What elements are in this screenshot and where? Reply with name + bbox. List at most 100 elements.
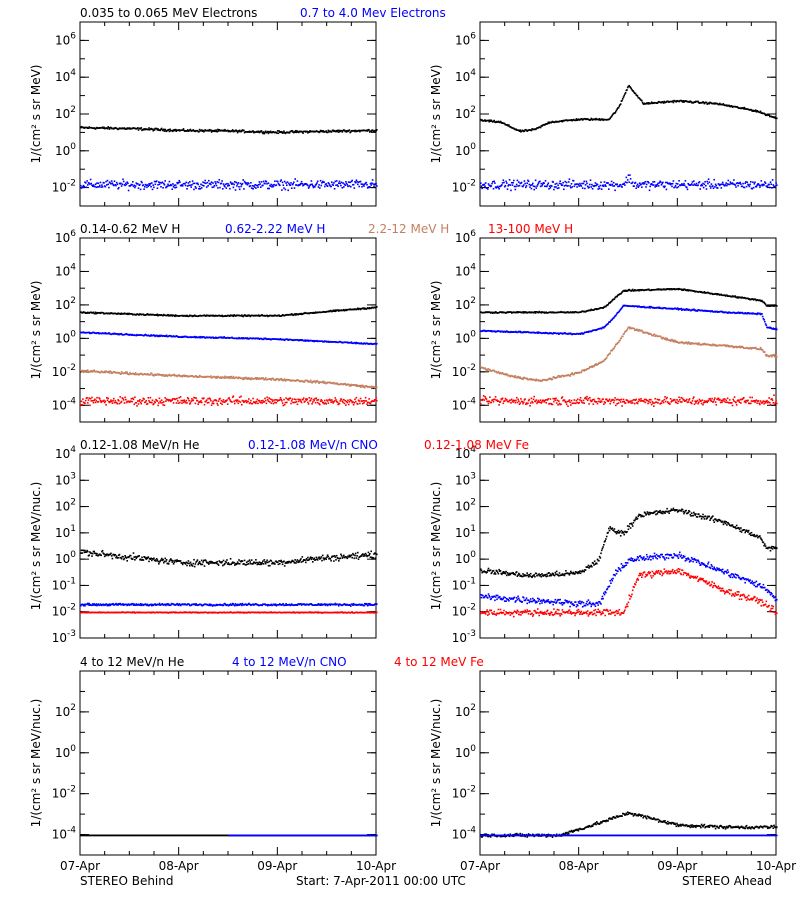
data-point <box>203 403 206 406</box>
data-point <box>153 375 155 377</box>
data-point <box>80 126 82 129</box>
data-point <box>254 401 256 403</box>
data-point <box>485 398 488 400</box>
data-point <box>262 184 264 187</box>
data-point <box>203 397 205 399</box>
data-point <box>588 186 590 189</box>
data-point <box>181 129 184 131</box>
y-tick-label: 100 <box>55 142 76 158</box>
data-point <box>87 369 89 371</box>
data-point <box>140 402 143 405</box>
data-point <box>570 373 573 375</box>
data-point <box>153 180 156 183</box>
data-point <box>611 114 614 117</box>
data-point <box>600 188 603 190</box>
data-point <box>540 312 543 314</box>
data-point <box>607 182 609 184</box>
data-point <box>508 374 511 377</box>
data-point <box>241 314 243 316</box>
data-point <box>263 132 266 135</box>
data-point <box>103 399 105 402</box>
data-point <box>280 377 282 380</box>
data-point <box>323 181 325 183</box>
data-point <box>286 181 289 183</box>
data-point <box>603 360 605 362</box>
data-point <box>504 184 507 187</box>
data-point <box>208 130 210 132</box>
data-point <box>623 94 625 97</box>
data-point <box>288 379 291 381</box>
data-point <box>348 129 351 131</box>
data-point <box>527 179 529 182</box>
data-point <box>586 185 589 188</box>
data-point <box>173 184 176 187</box>
data-point <box>666 337 668 340</box>
data-point <box>709 185 711 187</box>
data-point <box>144 401 147 404</box>
data-point <box>655 334 658 337</box>
data-point <box>764 182 767 184</box>
data-point <box>174 315 176 318</box>
data-point <box>590 186 592 188</box>
data-point <box>731 182 734 184</box>
data-point <box>212 402 215 405</box>
data-point <box>106 184 108 186</box>
data-point <box>756 313 758 316</box>
data-point <box>764 323 767 325</box>
data-point <box>319 179 322 182</box>
data-point <box>122 178 124 181</box>
data-point <box>757 183 760 185</box>
data-point <box>294 313 296 315</box>
data-point <box>200 401 203 404</box>
data-point <box>613 316 616 318</box>
data-point <box>305 399 308 401</box>
data-point <box>547 182 550 184</box>
data-point <box>152 129 154 132</box>
data-point <box>284 188 287 191</box>
data-point <box>753 183 756 185</box>
data-point <box>318 184 320 186</box>
data-point <box>498 404 500 406</box>
data-point <box>267 182 270 184</box>
data-point <box>240 315 242 317</box>
data-point <box>146 402 149 405</box>
data-point <box>499 121 501 124</box>
data-point <box>281 402 284 404</box>
data-point <box>227 377 230 379</box>
data-point <box>279 397 282 399</box>
data-point <box>681 183 683 185</box>
data-point <box>124 184 126 187</box>
data-point <box>182 374 185 377</box>
data-point <box>675 101 678 103</box>
data-point <box>139 183 141 186</box>
data-point <box>707 178 710 180</box>
data-point <box>181 184 183 186</box>
data-point <box>759 110 762 113</box>
data-point <box>765 324 768 327</box>
data-point <box>172 398 174 400</box>
data-point <box>670 183 673 185</box>
data-point <box>695 184 697 186</box>
data-point <box>80 184 82 187</box>
data-point <box>662 337 665 339</box>
data-point <box>172 130 174 133</box>
data-point <box>234 130 236 133</box>
data-point <box>610 300 613 303</box>
data-point <box>149 396 152 399</box>
data-point <box>268 397 270 399</box>
data-point <box>302 398 304 401</box>
data-point <box>591 366 594 368</box>
data-point <box>620 292 623 294</box>
data-point <box>759 186 761 188</box>
data-point <box>250 182 252 184</box>
data-point <box>634 92 637 95</box>
data-point <box>123 402 126 404</box>
data-point <box>521 401 524 403</box>
data-point <box>724 344 726 346</box>
data-point <box>205 399 208 401</box>
data-point <box>264 337 267 340</box>
data-point <box>617 311 620 313</box>
data-point <box>339 182 341 185</box>
data-point <box>163 130 166 132</box>
